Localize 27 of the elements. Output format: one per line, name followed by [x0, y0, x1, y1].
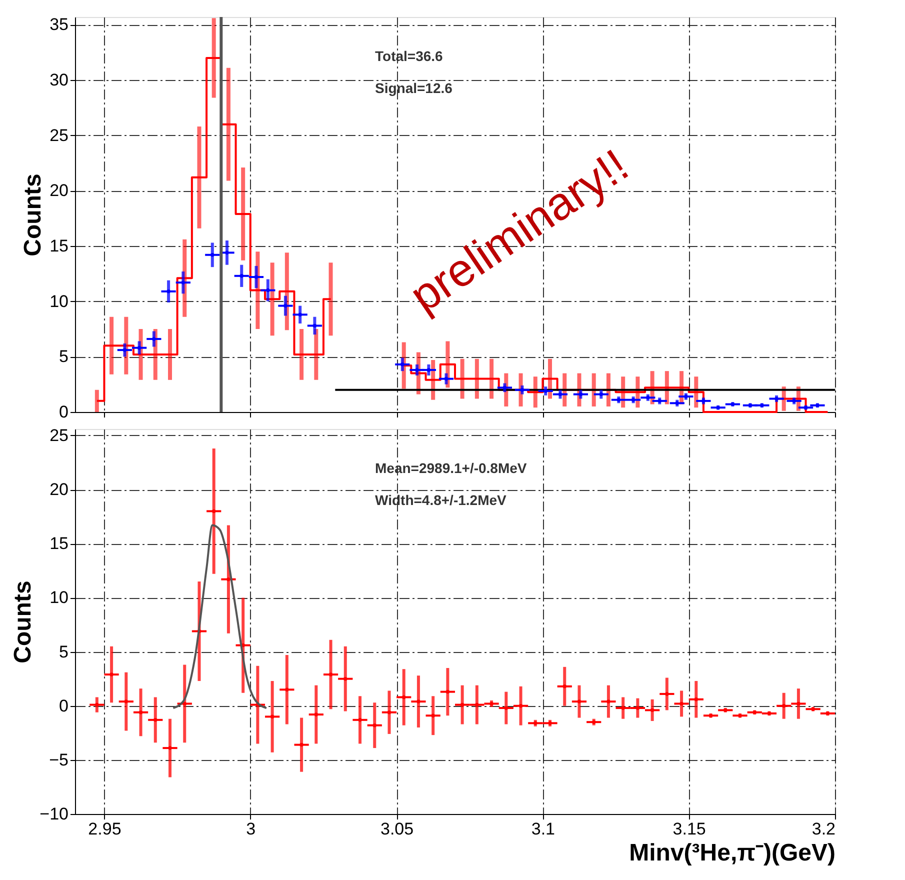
x-tick-label: 3.05 [380, 820, 414, 838]
y-tick-label: 25 [50, 126, 68, 145]
y-tick-label: 0 [59, 402, 68, 422]
y-tick-label: 30 [50, 70, 68, 90]
x-tick-label: 3 [246, 820, 256, 838]
y-tick-label: 10 [50, 588, 68, 608]
x-axis-title: Minv(³He,π⁻)(GeV) [629, 840, 836, 866]
y-axis-title: Counts [20, 174, 47, 256]
annotation: Signal=12.6 [375, 80, 453, 96]
y-tick-label: 5 [59, 642, 68, 662]
x-tick-label: 3.15 [672, 820, 706, 838]
y-tick-label: 5 [59, 347, 68, 366]
x-tick-label: 3.2 [812, 820, 836, 838]
y-tick-label: 20 [50, 480, 68, 500]
y-tick-label: −10 [40, 804, 68, 824]
x-tick-label: 3.1 [531, 820, 556, 838]
annotation: Width=4.8+/-1.2MeV [375, 492, 508, 508]
y-axis-title: Counts [10, 580, 37, 664]
y-tick-label: 20 [50, 181, 68, 200]
y-tick-label: 15 [50, 236, 68, 256]
y-tick-label: 15 [50, 534, 68, 554]
y-tick-label: 25 [50, 426, 68, 445]
y-tick-label: 0 [59, 696, 68, 716]
y-tick-label: −5 [49, 750, 68, 770]
y-tick-label: 35 [50, 15, 68, 34]
x-tick-label: 2.95 [88, 820, 122, 838]
y-tick-label: 10 [50, 292, 68, 311]
